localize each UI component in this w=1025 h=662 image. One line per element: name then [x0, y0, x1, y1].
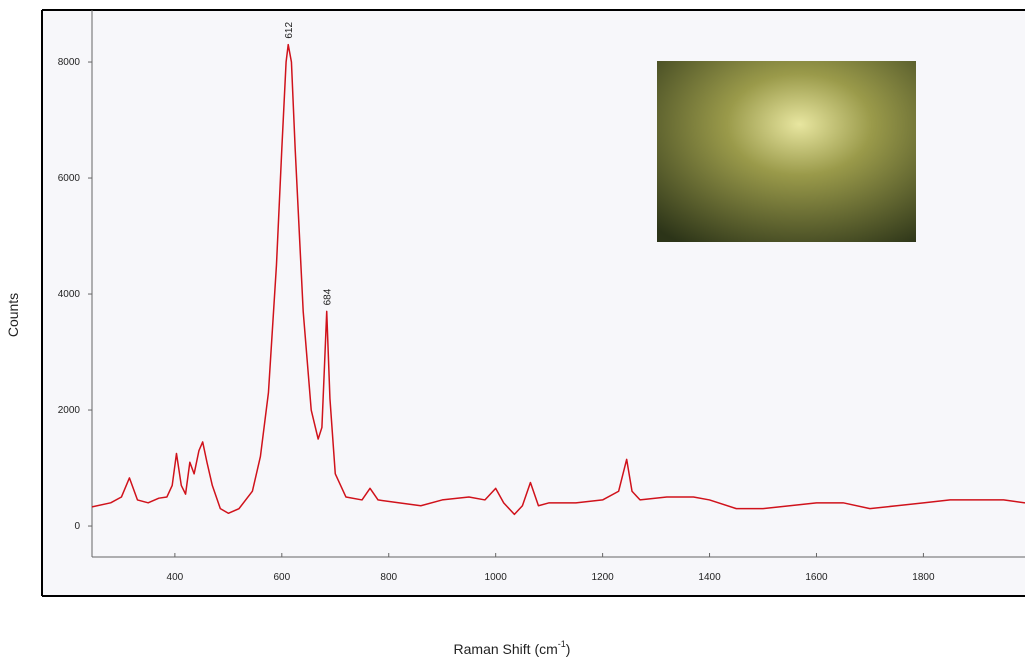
x-tick-label: 1000	[485, 572, 508, 583]
peak-label: 612	[284, 22, 295, 39]
chart: Counts Raman Shift (cm-1) 0 2000 4000 6000 8…	[0, 0, 1025, 662]
x-tick-label: 1800	[912, 572, 935, 583]
x-tick-label: 1200	[591, 572, 614, 583]
y-tick-label: 0	[74, 521, 80, 532]
x-tick-label: 400	[167, 572, 184, 583]
x-tick-label: 1600	[805, 572, 828, 583]
y-tick-label: 8000	[58, 57, 81, 68]
x-label-text: Raman Shift (cm	[454, 641, 558, 657]
x-tick-label: 600	[273, 572, 290, 583]
x-label-sup: -1	[558, 639, 566, 649]
x-tick-label: 800	[380, 572, 397, 583]
x-axis-label: Raman Shift (cm-1)	[454, 639, 571, 657]
x-label-suffix: )	[566, 641, 571, 657]
y-tick-label: 4000	[58, 289, 81, 300]
inset-photo	[657, 61, 916, 242]
y-tick-label: 2000	[58, 405, 81, 416]
x-tick-label: 1400	[698, 572, 721, 583]
peak-label: 684	[323, 288, 334, 305]
y-tick-label: 6000	[58, 173, 81, 184]
y-axis-label: Counts	[5, 293, 21, 337]
